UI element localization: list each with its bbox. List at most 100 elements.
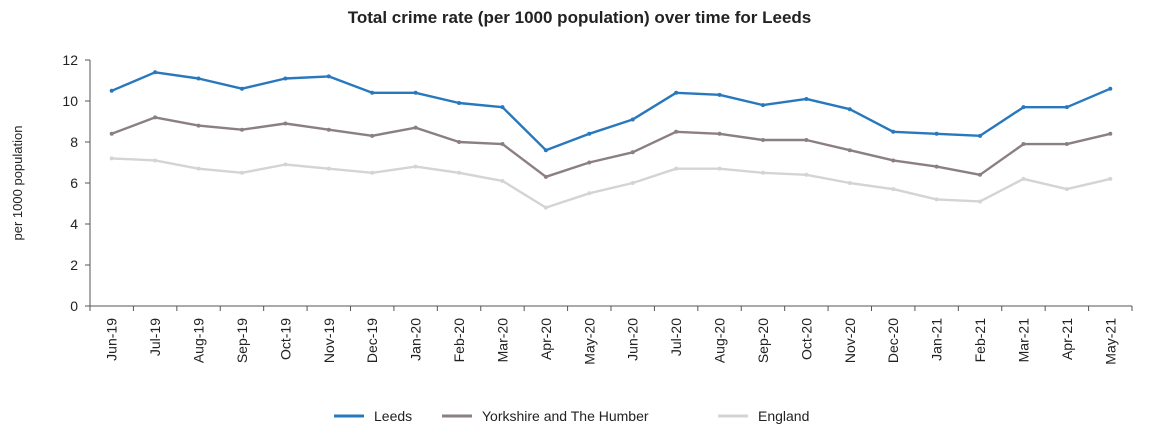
data-point-yorkshire-and-the-humber — [934, 164, 939, 169]
data-point-england — [1021, 176, 1026, 181]
data-point-leeds — [1108, 86, 1113, 91]
data-point-england — [891, 187, 896, 192]
data-point-england — [847, 181, 852, 185]
x-tick-label: Jul-20 — [668, 318, 684, 356]
series-line-england — [110, 157, 1112, 209]
x-tick-label: Sep-20 — [755, 318, 771, 363]
data-point-yorkshire-and-the-humber — [457, 140, 462, 144]
data-point-england — [630, 181, 635, 185]
x-tick-label: Sep-19 — [234, 318, 250, 363]
data-point-yorkshire-and-the-humber — [978, 172, 983, 177]
data-point-yorkshire-and-the-humber — [543, 174, 548, 179]
data-point-leeds — [630, 117, 635, 122]
chart-title: Total crime rate (per 1000 population) o… — [347, 8, 812, 27]
data-point-england — [326, 166, 331, 171]
data-point-yorkshire-and-the-humber — [500, 142, 505, 147]
data-point-leeds — [370, 90, 375, 95]
data-point-england — [760, 170, 765, 175]
x-tick-label: Jul-19 — [147, 318, 163, 356]
data-point-leeds — [760, 103, 765, 108]
data-point-leeds — [196, 76, 201, 81]
x-tick-label: Dec-20 — [885, 318, 901, 363]
data-point-england — [978, 199, 983, 204]
data-point-leeds — [1064, 105, 1069, 110]
data-point-yorkshire-and-the-humber — [196, 123, 201, 128]
data-point-leeds — [413, 90, 418, 95]
data-point-england — [457, 170, 462, 175]
data-point-yorkshire-and-the-humber — [674, 129, 679, 134]
x-tick-label: Aug-19 — [191, 318, 207, 363]
data-point-england — [283, 162, 288, 167]
data-point-yorkshire-and-the-humber — [891, 158, 896, 163]
data-point-england — [196, 166, 201, 171]
x-tick-label: Oct-20 — [798, 318, 814, 360]
data-point-yorkshire-and-the-humber — [1108, 131, 1113, 136]
x-tick-label: Oct-19 — [277, 318, 293, 360]
data-point-yorkshire-and-the-humber — [109, 131, 114, 136]
data-point-leeds — [891, 129, 896, 134]
data-point-yorkshire-and-the-humber — [760, 137, 765, 142]
data-point-leeds — [239, 86, 244, 91]
x-tick-label: Mar-21 — [1015, 318, 1031, 363]
data-point-yorkshire-and-the-humber — [153, 115, 158, 120]
y-tick-label: 2 — [70, 257, 78, 273]
data-point-leeds — [587, 131, 592, 136]
x-tick-label: Aug-20 — [712, 318, 728, 363]
x-tick-label: Jan-21 — [929, 318, 945, 361]
data-point-yorkshire-and-the-humber — [717, 131, 722, 136]
legend-label-yorkshire-and-the-humber: Yorkshire and The Humber — [482, 408, 649, 424]
legend-label-leeds: Leeds — [374, 408, 412, 424]
x-tick-label: Nov-19 — [321, 318, 337, 363]
data-point-england — [674, 166, 679, 171]
data-point-leeds — [804, 96, 809, 101]
data-point-england — [543, 205, 548, 210]
x-tick-label: Mar-20 — [494, 318, 510, 363]
y-tick-label: 6 — [70, 175, 78, 191]
data-point-england — [1064, 187, 1069, 192]
data-point-yorkshire-and-the-humber — [370, 133, 375, 138]
data-point-yorkshire-and-the-humber — [326, 127, 331, 132]
data-point-leeds — [500, 105, 505, 110]
data-point-yorkshire-and-the-humber — [1021, 142, 1026, 147]
x-tick-label: Apr-21 — [1059, 318, 1075, 360]
data-point-england — [587, 191, 592, 196]
x-tick-label: Feb-21 — [972, 318, 988, 363]
data-point-leeds — [847, 107, 852, 112]
data-point-england — [1108, 176, 1113, 181]
data-point-yorkshire-and-the-humber — [630, 150, 635, 155]
data-point-england — [239, 170, 244, 175]
data-point-yorkshire-and-the-humber — [804, 137, 809, 142]
data-point-leeds — [457, 101, 462, 106]
data-point-leeds — [1021, 105, 1026, 110]
data-point-leeds — [326, 74, 331, 79]
x-tick-label: May-21 — [1102, 318, 1118, 365]
legend-label-england: England — [758, 408, 809, 424]
y-axis-title: per 1000 population — [10, 126, 25, 241]
data-point-yorkshire-and-the-humber — [847, 148, 852, 153]
data-point-leeds — [543, 148, 548, 153]
data-point-leeds — [978, 133, 983, 138]
x-tick-label: Feb-20 — [451, 318, 467, 363]
data-point-yorkshire-and-the-humber — [283, 121, 288, 126]
data-point-leeds — [283, 76, 288, 81]
x-tick-label: Jan-20 — [408, 318, 424, 361]
data-point-yorkshire-and-the-humber — [239, 127, 244, 132]
data-point-england — [500, 178, 505, 183]
x-tick-label: May-20 — [581, 318, 597, 365]
x-tick-label: Apr-20 — [538, 318, 554, 360]
data-point-england — [109, 156, 114, 161]
y-tick-label: 10 — [62, 93, 78, 109]
data-point-england — [717, 166, 722, 171]
series-line-leeds — [110, 71, 1112, 152]
y-tick-label: 12 — [62, 52, 78, 68]
data-point-yorkshire-and-the-humber — [587, 160, 592, 165]
data-point-england — [370, 170, 375, 175]
data-point-yorkshire-and-the-humber — [1064, 142, 1069, 147]
data-point-leeds — [153, 70, 158, 75]
x-tick-label: Dec-19 — [364, 318, 380, 363]
series-line-yorkshire-and-the-humber — [110, 116, 1112, 179]
data-point-leeds — [674, 90, 679, 95]
data-point-leeds — [934, 131, 939, 136]
